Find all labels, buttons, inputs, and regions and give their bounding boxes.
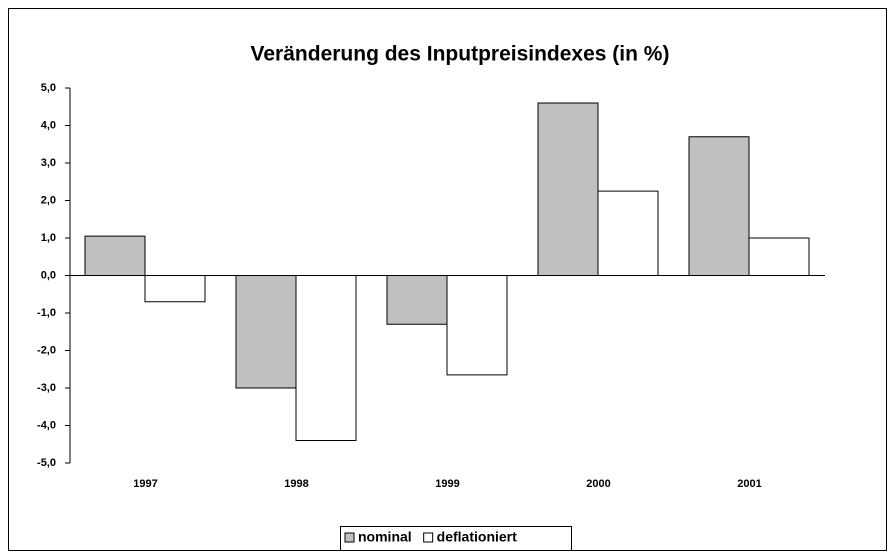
bar	[84, 235, 146, 276]
y-tick-label: 2,0	[41, 194, 56, 206]
bar	[386, 275, 448, 325]
legend-label: nominal	[358, 529, 412, 545]
bar	[295, 275, 357, 441]
x-tick-label: 2001	[737, 478, 761, 490]
y-tick-label: 4,0	[41, 119, 56, 131]
x-tick-label: 1998	[284, 478, 308, 490]
x-tick-label: 1997	[133, 478, 157, 490]
legend-label: deflationiert	[437, 529, 517, 545]
legend-swatch	[423, 532, 434, 543]
y-tick-label: -5,0	[37, 457, 56, 469]
bar	[537, 102, 599, 276]
chart-title: Veränderung des Inputpreisindexes (in %)	[251, 43, 670, 66]
bar	[597, 190, 659, 276]
legend-swatch	[344, 532, 355, 543]
y-tick-label: 0,0	[41, 269, 56, 281]
y-tick-label: 3,0	[41, 157, 56, 169]
bar	[235, 275, 297, 389]
bar	[446, 275, 508, 376]
bar	[748, 237, 810, 276]
y-tick-label: -1,0	[37, 307, 56, 319]
y-tick-label: -3,0	[37, 382, 56, 394]
bar	[688, 136, 750, 276]
bar	[144, 275, 206, 303]
y-tick-label: 5,0	[41, 82, 56, 94]
y-tick-label: -4,0	[37, 419, 56, 431]
x-tick-label: 2000	[586, 478, 610, 490]
y-tick-label: -2,0	[37, 344, 56, 356]
legend-box	[340, 526, 572, 551]
x-tick-label: 1999	[435, 478, 459, 490]
y-tick-label: 1,0	[41, 232, 56, 244]
